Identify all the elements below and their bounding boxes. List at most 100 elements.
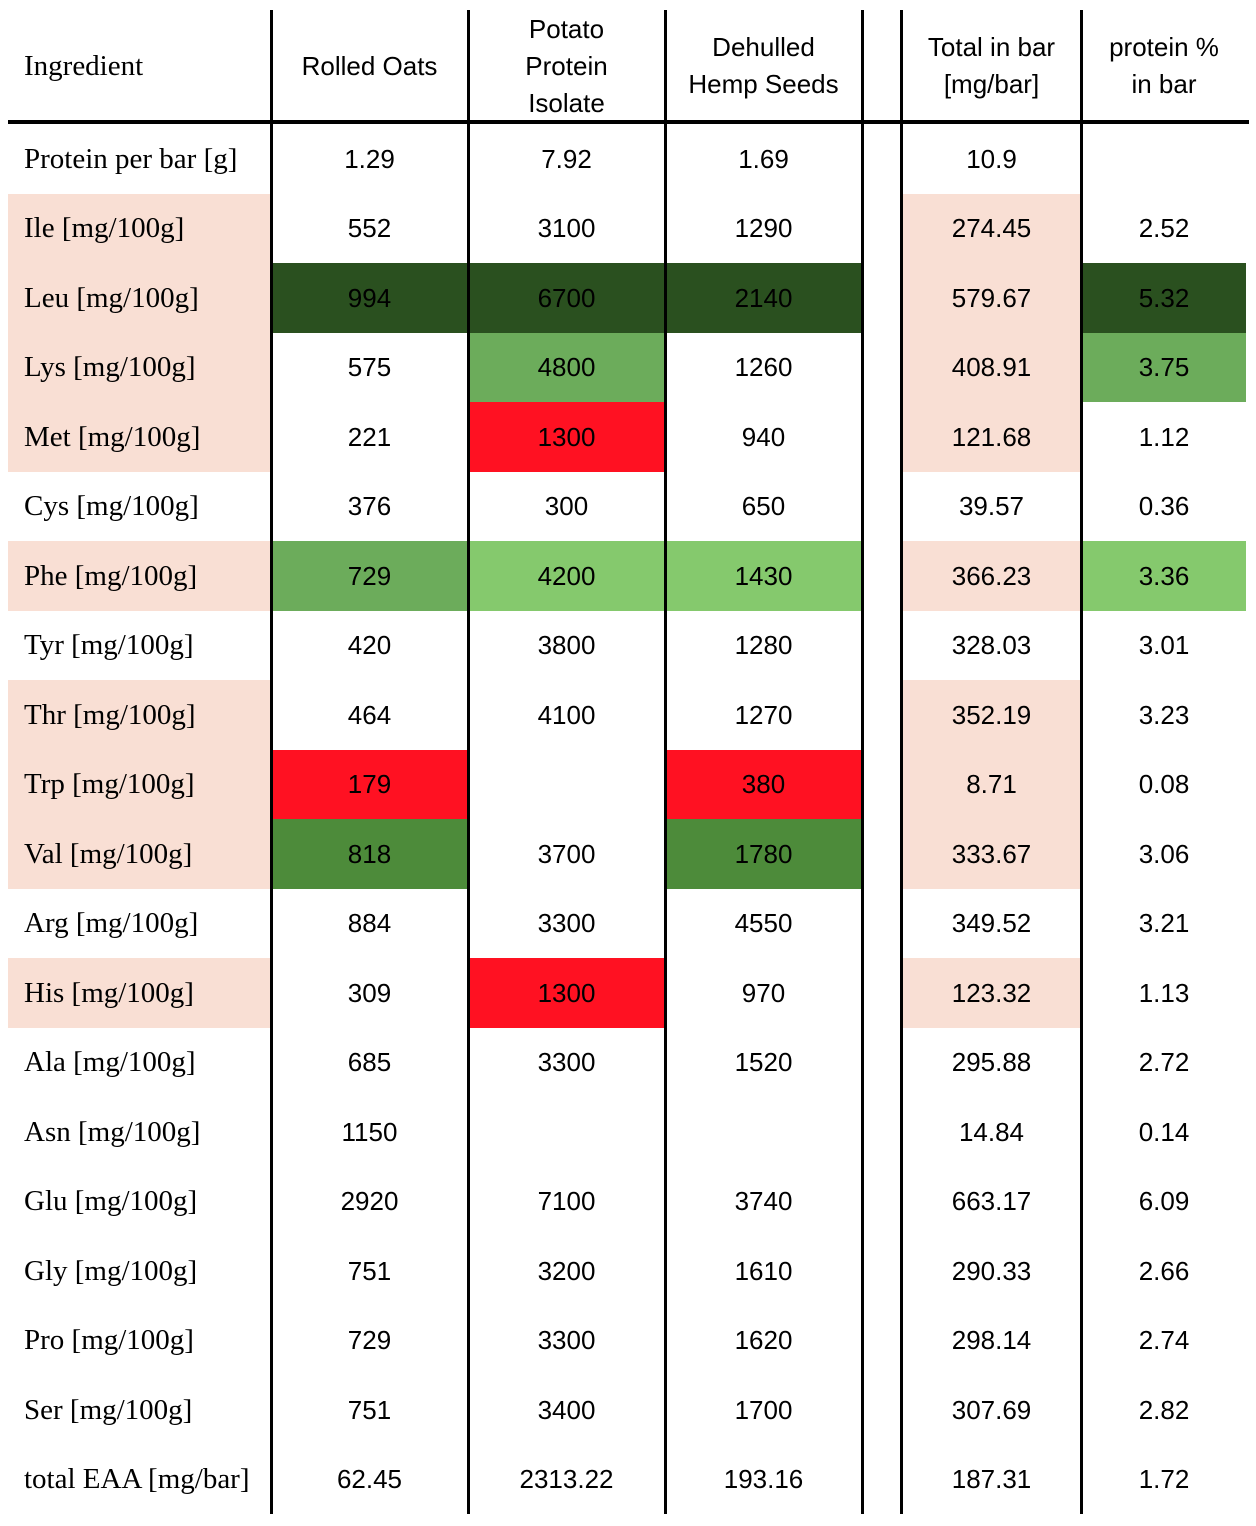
cell-potato-protein-isolate: 300 bbox=[544, 491, 589, 521]
cell-total-in-bar: 10.9 bbox=[966, 143, 1017, 174]
header-total-in-bar: Total in bar [mg/bar] bbox=[927, 32, 1056, 99]
cell-rolled-oats: 1.29 bbox=[344, 143, 395, 174]
cell-rolled-oats: 994 bbox=[271, 263, 468, 333]
table-row: total EAA [mg/bar] 62.45 2313.22 193.16 187.… bbox=[0, 1445, 1256, 1514]
cell-rolled-oats: 685 bbox=[347, 1047, 392, 1077]
row-label: His [mg/100g] bbox=[8, 958, 270, 1028]
cell-dehulled-hemp-seeds: 1520 bbox=[734, 1047, 793, 1077]
cell-dehulled-hemp-seeds: 1620 bbox=[734, 1325, 793, 1355]
cell-protein-percent: 2.52 bbox=[1138, 213, 1190, 243]
cell-total-in-bar: 663.17 bbox=[951, 1186, 1032, 1216]
cell-dehulled-hemp-seeds: 380 bbox=[666, 750, 861, 819]
table-row: His [mg/100g] 309 1300 970 123.32 1.13 bbox=[0, 958, 1256, 1028]
table-row: Asn [mg/100g] 1150 14.84 0.14 bbox=[0, 1097, 1256, 1167]
row-label: Tyr [mg/100g] bbox=[24, 629, 194, 661]
table-row: Phe [mg/100g] 729 4200 1430 366.23 3.36 bbox=[0, 541, 1256, 611]
cell-protein-percent bbox=[1082, 124, 1246, 194]
cell-total-in-bar: 307.69 bbox=[951, 1394, 1032, 1425]
row-label: Phe [mg/100g] bbox=[8, 541, 270, 611]
row-label: Met [mg/100g] bbox=[8, 402, 270, 472]
table-row: Val [mg/100g] 818 3700 1780 333.67 3.06 bbox=[0, 819, 1256, 889]
table-row: Leu [mg/100g] 994 6700 2140 579.67 5.32 bbox=[0, 263, 1256, 333]
cell-rolled-oats: 729 bbox=[271, 541, 468, 611]
header-ingredient: Ingredient bbox=[24, 49, 144, 82]
cell-potato-protein-isolate: 4100 bbox=[537, 699, 596, 730]
row-label: Thr [mg/100g] bbox=[8, 680, 270, 750]
table-row: Gly [mg/100g] 751 3200 1610 290.33 2.66 bbox=[0, 1236, 1256, 1306]
cell-total-in-bar: 333.67 bbox=[903, 819, 1080, 889]
cell-potato-protein-isolate: 1300 bbox=[469, 402, 664, 472]
row-label: Protein per bar [g] bbox=[24, 142, 238, 175]
cell-dehulled-hemp-seeds: 970 bbox=[741, 977, 786, 1008]
row-label: total EAA [mg/bar] bbox=[24, 1463, 250, 1495]
header-rolled-oats: Rolled Oats bbox=[301, 50, 438, 81]
cell-total-in-bar: 14.84 bbox=[958, 1116, 1025, 1147]
cell-potato-protein-isolate: 3400 bbox=[537, 1394, 596, 1425]
cell-total-in-bar: 579.67 bbox=[903, 263, 1080, 333]
cell-rolled-oats: 464 bbox=[347, 699, 392, 730]
cell-total-in-bar: 295.88 bbox=[951, 1047, 1032, 1077]
cell-protein-percent: 1.13 bbox=[1138, 977, 1190, 1008]
row-label: Ala [mg/100g] bbox=[24, 1046, 196, 1078]
cell-potato-protein-isolate: 2313.22 bbox=[519, 1464, 614, 1494]
cell-total-in-bar: 121.68 bbox=[903, 402, 1080, 472]
cell-potato-protein-isolate: 1300 bbox=[469, 958, 664, 1028]
row-label: Lys [mg/100g] bbox=[8, 333, 270, 402]
cell-total-in-bar: 366.23 bbox=[903, 541, 1080, 611]
cell-protein-percent: 2.66 bbox=[1138, 1255, 1190, 1286]
table-row: Thr [mg/100g] 464 4100 1270 352.19 3.23 bbox=[0, 680, 1256, 750]
cell-protein-percent: 0.08 bbox=[1138, 769, 1190, 799]
cell-dehulled-hemp-seeds: 1430 bbox=[666, 541, 861, 611]
cell-dehulled-hemp-seeds bbox=[666, 1097, 861, 1167]
cell-protein-percent: 1.12 bbox=[1138, 421, 1190, 452]
cell-potato-protein-isolate: 3300 bbox=[537, 908, 596, 938]
cell-protein-percent: 0.36 bbox=[1138, 491, 1190, 521]
cell-rolled-oats: 420 bbox=[347, 630, 392, 660]
column-divider bbox=[900, 10, 903, 1514]
cell-rolled-oats: 1150 bbox=[341, 1116, 398, 1147]
cell-potato-protein-isolate: 3700 bbox=[537, 838, 596, 869]
cell-potato-protein-isolate: 3300 bbox=[537, 1325, 596, 1355]
table-row: Lys [mg/100g] 575 4800 1260 408.91 3.75 bbox=[0, 333, 1256, 402]
row-label: Cys [mg/100g] bbox=[24, 490, 199, 522]
row-label: Glu [mg/100g] bbox=[24, 1185, 198, 1217]
cell-rolled-oats: 818 bbox=[271, 819, 468, 889]
cell-dehulled-hemp-seeds: 3740 bbox=[734, 1186, 793, 1216]
cell-rolled-oats: 309 bbox=[347, 977, 392, 1008]
cell-rolled-oats: 179 bbox=[271, 750, 468, 819]
cell-total-in-bar: 328.03 bbox=[951, 630, 1032, 660]
cell-total-in-bar: 290.33 bbox=[951, 1255, 1032, 1286]
cell-protein-percent: 1.72 bbox=[1138, 1464, 1190, 1494]
row-label: Trp [mg/100g] bbox=[8, 750, 270, 819]
row-label: Pro [mg/100g] bbox=[24, 1324, 194, 1356]
row-label: Ser [mg/100g] bbox=[24, 1393, 193, 1426]
cell-total-in-bar: 298.14 bbox=[951, 1325, 1032, 1355]
cell-protein-percent: 5.32 bbox=[1082, 263, 1246, 333]
table-row: Ile [mg/100g] 552 3100 1290 274.45 2.52 bbox=[0, 194, 1256, 263]
cell-rolled-oats: 2920 bbox=[340, 1186, 399, 1216]
row-label: Asn [mg/100g] bbox=[24, 1115, 201, 1148]
table-row: Arg [mg/100g] 884 3300 4550 349.52 3.21 bbox=[0, 889, 1256, 958]
cell-dehulled-hemp-seeds: 2140 bbox=[666, 263, 861, 333]
cell-rolled-oats: 552 bbox=[347, 213, 392, 243]
row-label: Leu [mg/100g] bbox=[8, 263, 270, 333]
cell-protein-percent: 2.82 bbox=[1138, 1394, 1190, 1425]
cell-protein-percent: 3.36 bbox=[1082, 541, 1246, 611]
cell-protein-percent: 6.09 bbox=[1138, 1186, 1190, 1216]
cell-protein-percent: 3.06 bbox=[1138, 838, 1190, 869]
cell-dehulled-hemp-seeds: 1.69 bbox=[738, 143, 789, 174]
table-row: Cys [mg/100g] 376 300 650 39.57 0.36 bbox=[0, 472, 1256, 541]
cell-dehulled-hemp-seeds: 1260 bbox=[734, 352, 793, 382]
table-row: Trp [mg/100g] 179 380 8.71 0.08 bbox=[0, 750, 1256, 819]
cell-dehulled-hemp-seeds: 1270 bbox=[734, 699, 793, 730]
header-protein-percent: protein % in bar bbox=[1109, 32, 1219, 99]
table-row: Met [mg/100g] 221 1300 940 121.68 1.12 bbox=[0, 402, 1256, 472]
cell-dehulled-hemp-seeds: 1280 bbox=[734, 630, 793, 660]
cell-potato-protein-isolate: 7100 bbox=[537, 1186, 596, 1216]
cell-total-in-bar: 408.91 bbox=[903, 333, 1080, 402]
cell-rolled-oats: 884 bbox=[347, 908, 392, 938]
cell-rolled-oats: 221 bbox=[347, 421, 392, 452]
cell-rolled-oats: 575 bbox=[347, 352, 392, 382]
header-divider bbox=[8, 120, 1249, 124]
